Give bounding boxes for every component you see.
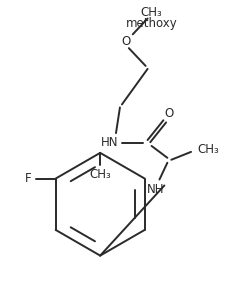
Text: CH₃: CH₃ (196, 143, 218, 156)
Text: methoxy: methoxy (125, 16, 177, 29)
Text: HN: HN (101, 136, 118, 149)
Text: CH₃: CH₃ (89, 168, 111, 181)
Text: F: F (25, 172, 31, 185)
Text: O: O (164, 107, 173, 120)
Text: O: O (121, 35, 130, 48)
Text: CH₃: CH₃ (140, 6, 162, 19)
Text: NH: NH (146, 183, 164, 196)
